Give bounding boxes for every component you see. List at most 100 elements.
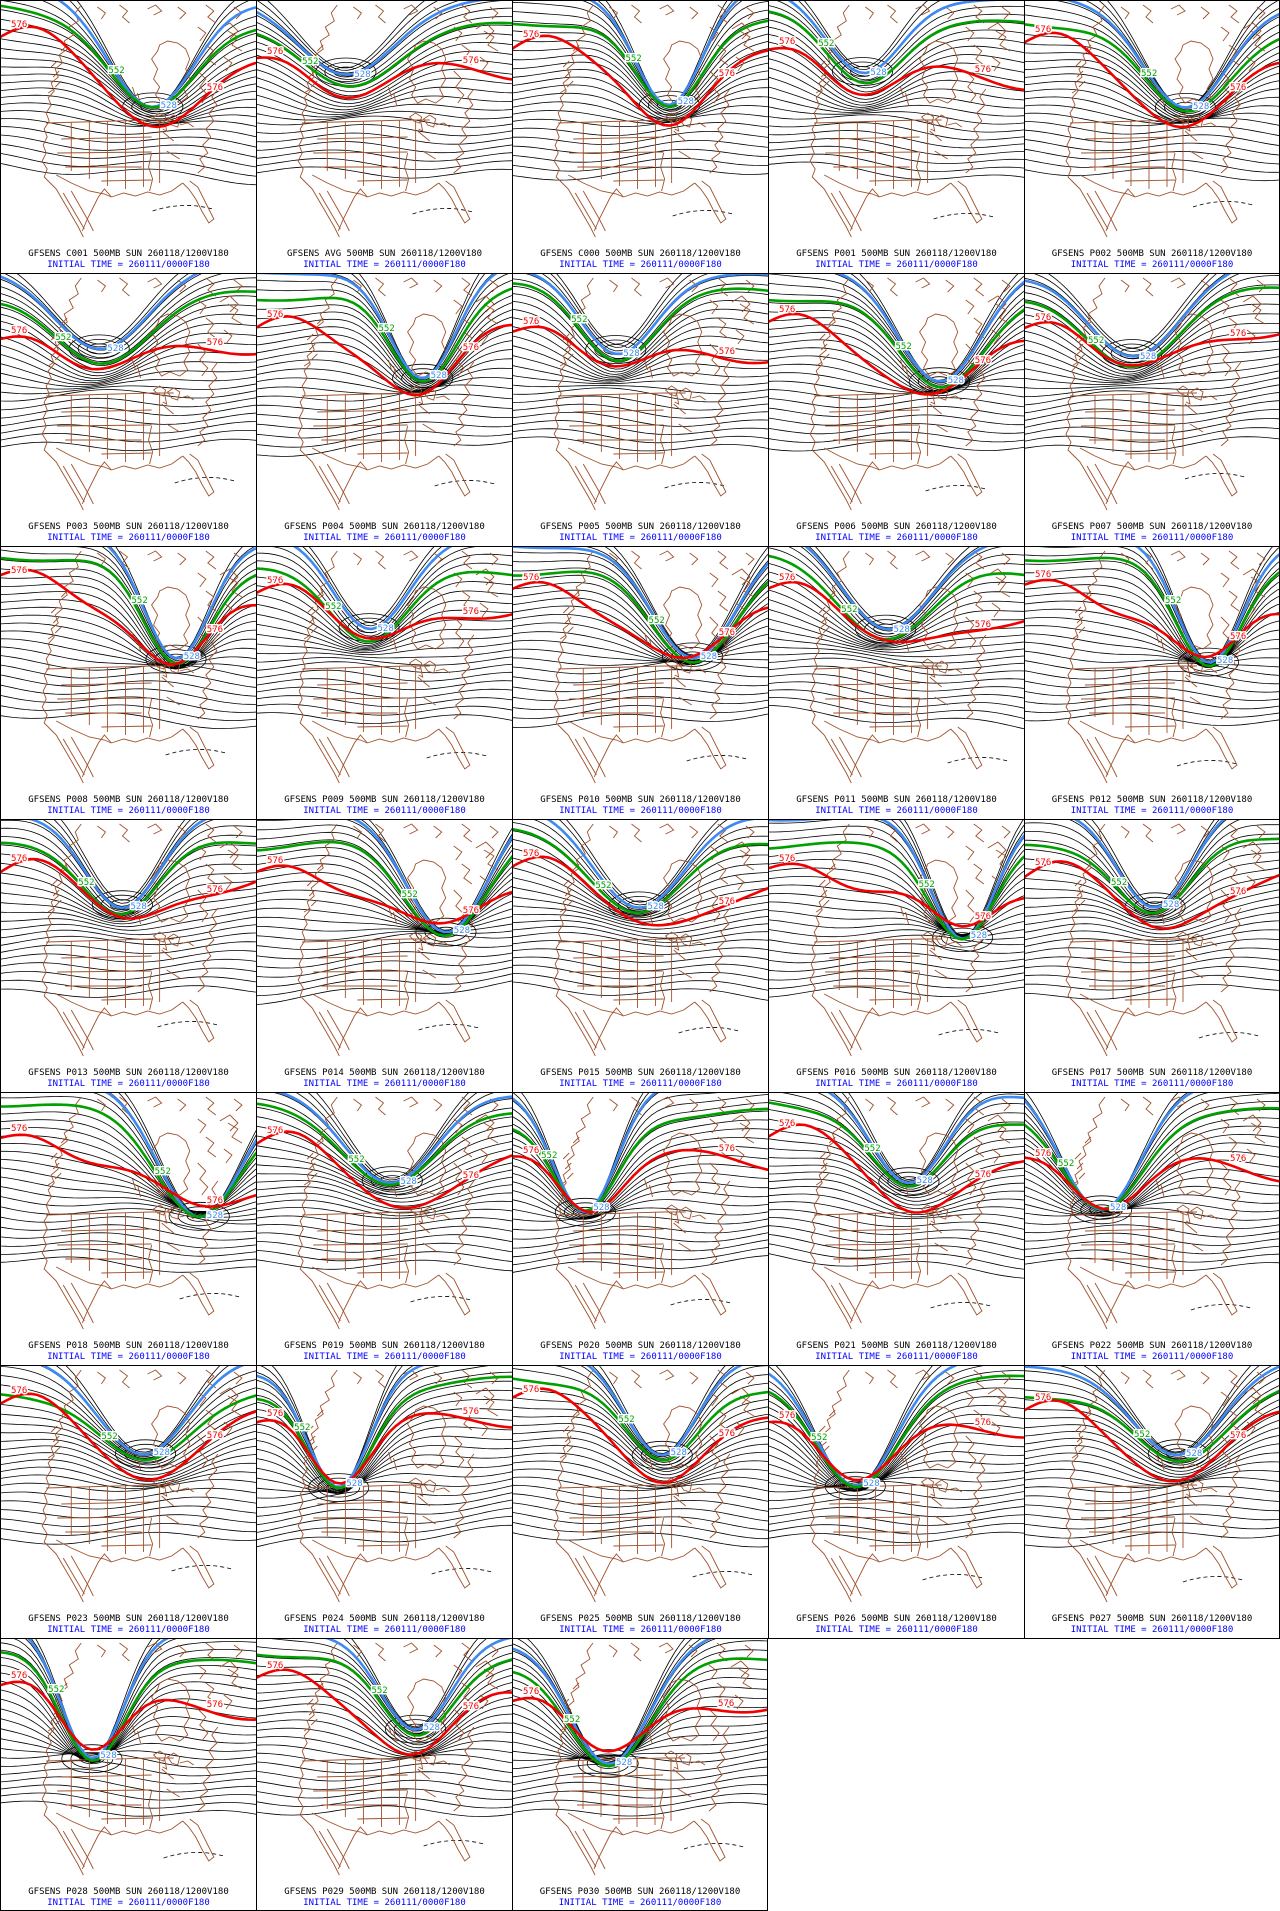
geography-outlines — [553, 550, 755, 784]
contour-552-line — [1, 1650, 256, 1763]
contour-label-576: 576 — [523, 849, 539, 859]
contour-576-line — [769, 862, 1024, 928]
contour-label-576: 576 — [463, 1407, 479, 1417]
contour-552-line — [769, 1374, 1024, 1489]
contour-label-576: 576 — [11, 1671, 27, 1681]
height-contours — [257, 547, 512, 759]
panel-title: GFSENS P003 500MB SUN 260118/1200V180 — [28, 522, 229, 532]
height-contours — [257, 820, 512, 1031]
panel-initial-time: INITIAL TIME = 260111/0000F180 — [47, 1352, 210, 1362]
height-contours — [513, 547, 768, 762]
height-contours — [769, 547, 1024, 764]
geography-outlines — [41, 550, 243, 784]
contour-label-528: 528 — [454, 926, 470, 936]
panel-initial-time: INITIAL TIME = 260111/0000F180 — [1070, 1625, 1234, 1635]
contour-label-576: 576 — [1035, 25, 1051, 35]
500mb-height-contour-map: 528 552 576 576 — [257, 1639, 512, 1876]
geography-outlines — [297, 1096, 499, 1330]
contour-528-line — [57, 1, 256, 109]
contour-label-552: 552 — [864, 1144, 880, 1154]
500mb-height-contour-map: 528 552 576 576 — [1025, 547, 1279, 784]
contour-528-line — [1135, 547, 1279, 664]
forecast-panel: 528 552 576 576 GFSENS P001 500MB SUN 26011… — [768, 0, 1024, 273]
contour-label-576: 576 — [1230, 83, 1246, 93]
contour-label-528: 528 — [1140, 352, 1156, 362]
contour-552-line — [1, 1103, 256, 1219]
contour-label-528: 528 — [671, 1448, 687, 1458]
contour-label-528: 528 — [377, 624, 393, 634]
contour-label-552: 552 — [55, 333, 71, 343]
panel-initial-time: INITIAL TIME = 260111/0000F180 — [559, 260, 722, 270]
height-contours — [513, 1639, 767, 1850]
contour-label-576: 576 — [523, 1146, 539, 1156]
contour-576-line — [257, 582, 512, 641]
contour-label-552: 552 — [402, 890, 418, 900]
500mb-height-contour-map: 528 552 576 576 — [1, 274, 256, 511]
contour-528-line — [106, 547, 256, 660]
contour-552-line — [513, 282, 768, 362]
panel-title: GFSENS P009 500MB SUN 260118/1200V180 — [284, 795, 485, 805]
forecast-panel: 528 552 576 576 GFSENS P010 500MB SUN 26011… — [512, 546, 768, 819]
contour-label-576: 576 — [1230, 632, 1246, 642]
contour-576-line — [769, 46, 1024, 97]
geography-outlines — [1065, 1369, 1266, 1603]
contour-label-576: 576 — [719, 1429, 735, 1439]
geography-outlines — [1065, 550, 1266, 784]
contour-label-552: 552 — [618, 1415, 634, 1425]
500mb-height-contour-map: 528 552 576 576 — [1025, 820, 1279, 1057]
500mb-height-contour-map: 528 552 576 576 — [1, 1366, 256, 1603]
500mb-height-contour-map: 528 552 576 576 — [257, 820, 512, 1057]
forecast-panel: 528 552 576 576 GFSENS P015 500MB SUN 26011… — [512, 819, 768, 1092]
contour-label-576: 576 — [1230, 1154, 1246, 1164]
contour-label-552: 552 — [1088, 336, 1104, 346]
contour-528-line — [836, 274, 1024, 383]
contour-552-line — [1025, 1389, 1279, 1463]
contour-label-552: 552 — [155, 1167, 171, 1177]
contour-label-576: 576 — [1035, 313, 1051, 323]
contour-label-552: 552 — [1141, 69, 1157, 79]
contour-528-line — [527, 274, 768, 356]
contour-label-576: 576 — [719, 628, 735, 638]
contour-label-576: 576 — [267, 576, 283, 586]
contour-label-576: 576 — [719, 897, 735, 907]
forecast-panel: 528 552 576 576 GFSENS P011 500MB SUN 26011… — [768, 546, 1024, 819]
height-contours — [1025, 1093, 1279, 1311]
forecast-panel: 528 552 576 576 GFSENS P019 500MB SUN 26011… — [256, 1092, 512, 1365]
panel-title: GFSENS P013 500MB SUN 260118/1200V180 — [28, 1068, 229, 1078]
contour-label-576: 576 — [718, 1699, 734, 1709]
panel-title: GFSENS P023 500MB SUN 260118/1200V180 — [28, 1614, 229, 1624]
contour-label-528: 528 — [401, 1177, 417, 1187]
forecast-panel: 528 552 576 576 GFSENS C001 500MB SUN 26011… — [0, 0, 256, 273]
geography-outlines — [297, 1642, 499, 1876]
contour-528-line — [40, 1366, 244, 1456]
contour-label-528: 528 — [1193, 102, 1209, 112]
height-contours — [513, 274, 768, 489]
forecast-panel: 528 552 576 576 GFSENS P022 500MB SUN 26011… — [1024, 1092, 1280, 1365]
contour-label-576: 576 — [267, 1661, 283, 1671]
contour-label-528: 528 — [424, 1723, 440, 1733]
contour-576-line — [257, 1130, 512, 1210]
contour-576-line — [513, 580, 768, 660]
contour-label-552: 552 — [48, 1685, 64, 1695]
contour-528-line — [787, 1, 998, 75]
panel-initial-time: INITIAL TIME = 260111/0000F180 — [47, 806, 210, 816]
forecast-panel: 528 552 576 576 GFSENS P008 500MB SUN 26011… — [0, 546, 256, 819]
height-contours — [513, 1, 768, 217]
panel-title: GFSENS P026 500MB SUN 260118/1200V180 — [796, 1614, 997, 1624]
contour-label-528: 528 — [593, 1203, 609, 1213]
geography-outlines — [553, 1096, 755, 1330]
contour-label-552: 552 — [571, 315, 587, 325]
contour-label-576: 576 — [523, 573, 539, 583]
contour-label-576: 576 — [207, 1431, 223, 1441]
contour-528-line — [325, 1639, 512, 1731]
contour-label-528: 528 — [678, 97, 694, 107]
panel-title: GFSENS P017 500MB SUN 260118/1200V180 — [1051, 1068, 1253, 1078]
contour-576-line — [1, 335, 256, 371]
contour-label-576: 576 — [779, 37, 795, 47]
panel-initial-time: INITIAL TIME = 260111/0000F180 — [47, 1898, 210, 1908]
contour-552-line — [257, 1102, 512, 1187]
contour-576-line — [513, 1148, 768, 1214]
contour-label-528: 528 — [623, 349, 639, 359]
geography-outlines — [809, 277, 1011, 511]
panel-title: GFSENS P025 500MB SUN 260118/1200V180 — [540, 1614, 741, 1624]
